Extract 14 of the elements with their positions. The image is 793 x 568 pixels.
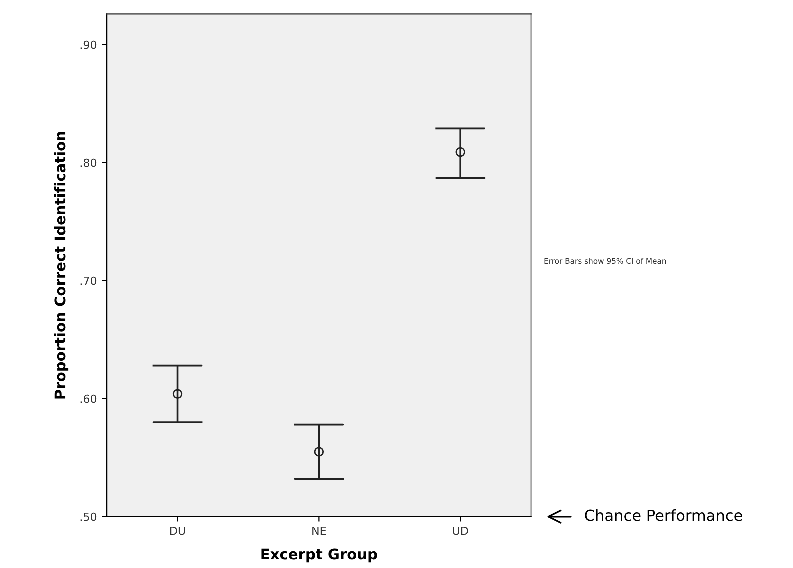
point [314, 447, 324, 457]
x-axis-title: Excerpt Group [262, 548, 378, 563]
y-tick-label: .70 [80, 276, 97, 286]
point [456, 147, 466, 158]
point [172, 389, 183, 400]
y-tick-label: .80 [80, 158, 97, 168]
text: Chance Performance [585, 509, 742, 522]
y-tick-label: .60 [80, 394, 97, 404]
y-axis-title: Proportion Correct Identification [54, 132, 69, 399]
x-tick-label: NE [312, 526, 326, 536]
x-tick-label: UD [453, 526, 468, 536]
y-tick-label: .50 [80, 512, 97, 522]
x-tick-label: DU [170, 526, 186, 536]
y-tick-label: .90 [80, 40, 97, 50]
